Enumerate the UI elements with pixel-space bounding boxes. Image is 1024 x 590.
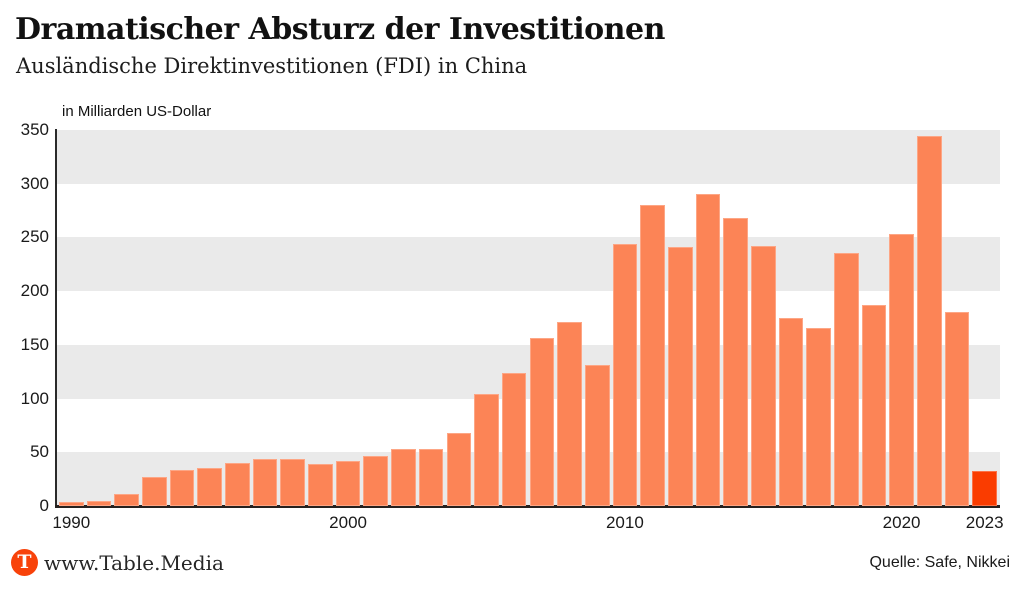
- bar-1993: [142, 476, 167, 506]
- bar-1994: [169, 469, 195, 506]
- bar-1990: [59, 502, 84, 506]
- table-media-logo-icon: T: [11, 549, 38, 576]
- chart-subtitle: Ausländische Direktinvestitionen (FDI) i…: [16, 54, 528, 78]
- y-axis-unit-label: in Milliarden US-Dollar: [62, 103, 212, 120]
- x-axis-tick-label: 2020: [882, 513, 921, 532]
- y-axis-line: [55, 129, 57, 508]
- bar-2008: [557, 321, 582, 506]
- source-label: Quelle: Safe, Nikkei: [869, 554, 1010, 571]
- bar-1992: [114, 494, 140, 506]
- y-axis-tick-label: 350: [20, 120, 49, 139]
- bar-2019: [861, 304, 887, 506]
- bar-2015: [750, 245, 776, 506]
- bar-2011: [640, 205, 665, 506]
- bar-2006: [501, 372, 527, 506]
- grid-band: [57, 130, 1000, 184]
- bar-1991: [86, 501, 112, 506]
- x-axis-tick-label: 1990: [52, 513, 91, 532]
- bar-2021: [917, 136, 942, 506]
- y-axis-tick-label: 100: [20, 388, 49, 408]
- bar-1996: [225, 462, 250, 506]
- y-axis-tick-label: 50: [30, 442, 49, 462]
- chart-title: Dramatischer Absturz der Investitionen: [15, 12, 665, 47]
- bar-2020: [889, 234, 914, 506]
- x-axis-tick-label: 2000: [329, 513, 368, 532]
- x-axis-line: [55, 505, 1000, 508]
- y-axis-tick-label: 0: [39, 496, 49, 515]
- bar-2010: [612, 244, 638, 506]
- bar-2023: [972, 470, 997, 506]
- x-axis-tick-label: 2023: [965, 513, 1004, 532]
- bar-2004: [446, 432, 472, 506]
- footer-brand-text: www.Table.Media: [44, 551, 224, 575]
- bar-2001: [363, 455, 389, 506]
- y-axis-tick-label: 250: [20, 227, 49, 247]
- bar-2014: [723, 218, 748, 506]
- bar-1998: [280, 458, 306, 506]
- bar-2003: [418, 448, 444, 506]
- bar-2012: [667, 246, 693, 506]
- y-axis-tick-label: 200: [20, 281, 49, 301]
- bar-2007: [529, 338, 555, 506]
- bar-2005: [474, 394, 499, 506]
- bar-2002: [391, 449, 416, 506]
- bar-2009: [584, 365, 610, 506]
- bar-2018: [833, 253, 859, 506]
- bar-2000: [335, 460, 361, 506]
- y-axis-tick-label: 150: [20, 334, 49, 354]
- bar-1997: [252, 458, 278, 506]
- bar-2022: [944, 312, 970, 506]
- y-axis-tick-label: 300: [20, 173, 49, 193]
- bar-2016: [778, 318, 804, 506]
- bar-2017: [806, 327, 831, 506]
- x-axis-tick-label: 2010: [605, 513, 644, 532]
- bar-1999: [308, 464, 333, 506]
- bar-2013: [695, 193, 721, 506]
- bar-1995: [197, 467, 223, 506]
